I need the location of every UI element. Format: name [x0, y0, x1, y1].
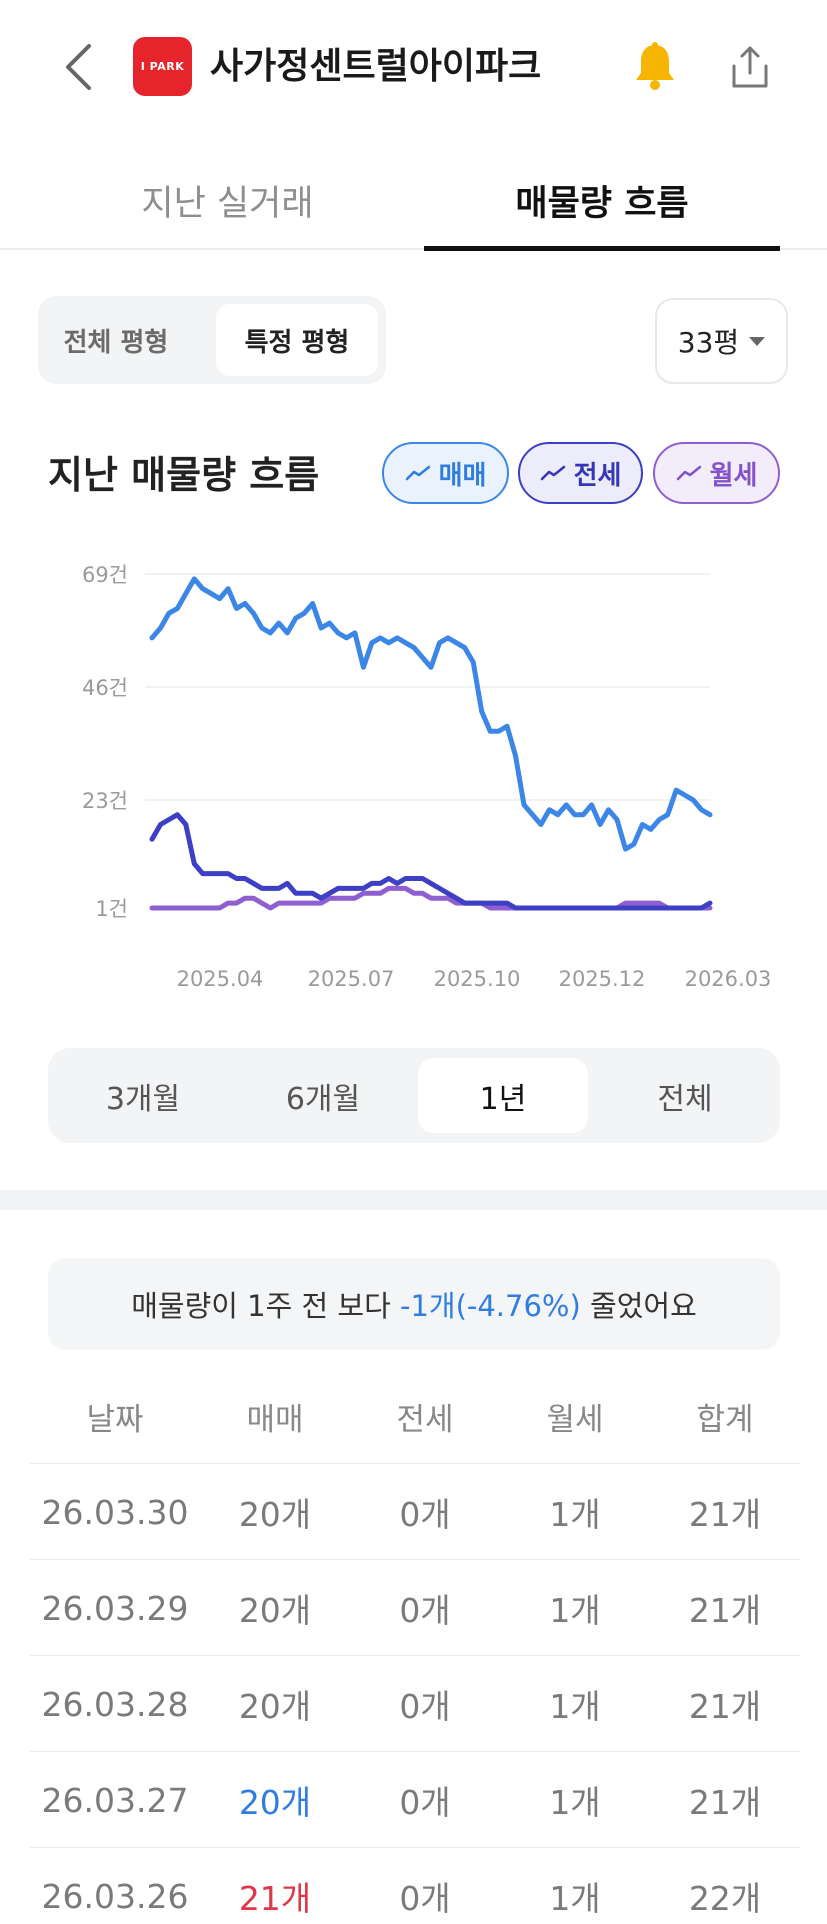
- row-wolse: 1개: [549, 1879, 601, 1918]
- row-jeonse: 0개: [399, 1495, 451, 1534]
- row-jeonse: 0개: [399, 1591, 451, 1630]
- row-wolse: 1개: [549, 1591, 601, 1630]
- row-wolse: 1개: [549, 1783, 601, 1822]
- row-total: 22개: [688, 1879, 762, 1918]
- y-tick-label: 1건: [95, 897, 128, 921]
- header-date: 날짜: [86, 1401, 144, 1438]
- series-line-jeonse: [149, 812, 713, 911]
- y-tick-label: 46건: [82, 676, 128, 700]
- share-button[interactable]: [725, 40, 775, 94]
- back-button[interactable]: [58, 40, 98, 94]
- legend-toggle-jeonse[interactable]: 전세: [518, 442, 643, 504]
- header-jeonse: 전세: [396, 1401, 454, 1438]
- x-tick-label: 2025.10: [434, 967, 521, 991]
- share-icon: [732, 46, 768, 88]
- row-total: 21개: [688, 1495, 762, 1534]
- notice-highlight: -1개(-4.76%): [399, 1289, 581, 1323]
- page-title: 사가정센트럴아이파크: [210, 46, 542, 87]
- row-date: 26.03.30: [41, 1492, 189, 1532]
- tab-listing-flow[interactable]: 매물량 흐름: [515, 183, 689, 224]
- period-selector: 3개월 6개월 1년 전체: [48, 1048, 780, 1143]
- active-tab-indicator: [424, 246, 780, 251]
- main-tabs: 지난 실거래 매물량 흐름: [0, 150, 827, 251]
- row-date: 26.03.28: [41, 1684, 189, 1724]
- table-row: 26.03.27 20개 0개 1개 21개: [30, 1752, 800, 1848]
- notification-button[interactable]: [630, 40, 680, 94]
- period-6m[interactable]: 6개월: [285, 1081, 361, 1117]
- row-date: 26.03.26: [41, 1876, 189, 1916]
- row-wolse: 1개: [549, 1495, 601, 1534]
- table-row: 26.03.30 20개 0개 1개 21개: [30, 1464, 800, 1560]
- x-tick-label: 2025.07: [308, 967, 395, 991]
- row-date: 26.03.27: [41, 1780, 189, 1820]
- table-header: 날짜 매매 전세 월세 합계: [30, 1368, 800, 1464]
- row-jeonse: 0개: [399, 1687, 451, 1726]
- row-total: 21개: [688, 1591, 762, 1630]
- period-3m[interactable]: 3개월: [105, 1081, 181, 1117]
- row-jeonse: 0개: [399, 1879, 451, 1918]
- size-filter-all[interactable]: 전체 평형: [63, 327, 169, 358]
- period-all[interactable]: 전체: [657, 1081, 713, 1117]
- row-sale: 20개: [238, 1495, 312, 1534]
- row-sale: 20개: [238, 1783, 312, 1822]
- series-line-sale: [149, 576, 713, 852]
- trend-line-icon: [540, 465, 565, 481]
- section-title: 지난 매물량 흐름: [48, 453, 320, 497]
- app-header: I PARK 사가정센트럴아이파크: [0, 0, 827, 135]
- legend-toggle-sale[interactable]: 매매: [382, 442, 509, 504]
- caret-down-icon: [749, 336, 766, 346]
- period-1y[interactable]: 1년: [418, 1058, 588, 1133]
- y-tick-label: 23건: [82, 789, 128, 813]
- trend-line-icon: [676, 465, 701, 481]
- legend-label-wolse: 월세: [709, 460, 758, 491]
- notice-suffix: 줄었어요: [580, 1289, 697, 1323]
- row-jeonse: 0개: [399, 1783, 451, 1822]
- size-filter-specific[interactable]: 특정 평형: [216, 304, 378, 376]
- tab-past-transactions[interactable]: 지난 실거래: [141, 183, 314, 224]
- row-total: 21개: [688, 1783, 762, 1822]
- legend-label-jeonse: 전세: [573, 460, 622, 491]
- table-row: 26.03.28 20개 0개 1개 21개: [30, 1656, 800, 1752]
- logo-text: I PARK: [140, 60, 185, 73]
- table-row: 26.03.29 20개 0개 1개 21개: [30, 1560, 800, 1656]
- header-wolse: 월세: [546, 1401, 604, 1438]
- listing-volume-chart: 69건 46건 23건 1건 2025.04 2025.07 2025.10 2025.12 2…: [82, 563, 772, 991]
- x-tick-label: 2026.03: [685, 967, 772, 991]
- row-date: 26.03.29: [41, 1588, 189, 1628]
- header-total: 합계: [696, 1401, 754, 1438]
- chevron-left-icon: [66, 44, 91, 90]
- row-total: 21개: [688, 1687, 762, 1726]
- size-dropdown[interactable]: 33평: [655, 298, 788, 384]
- bell-icon: [636, 42, 674, 90]
- trend-line-icon: [405, 465, 430, 481]
- table-row: 26.03.26 21개 0개 1개 22개: [30, 1848, 800, 1924]
- row-sale: 21개: [238, 1879, 312, 1918]
- section-divider: [0, 1190, 827, 1210]
- legend-toggle-wolse[interactable]: 월세: [653, 442, 780, 504]
- row-wolse: 1개: [549, 1687, 601, 1726]
- x-tick-label: 2025.12: [559, 967, 646, 991]
- apartment-logo: I PARK: [133, 37, 192, 96]
- size-filter-segment: 전체 평형 특정 평형: [38, 296, 386, 384]
- y-tick-label: 69건: [82, 563, 128, 587]
- series-line-wolse: [149, 885, 713, 911]
- x-tick-label: 2025.04: [177, 967, 264, 991]
- change-notice: 매물량이 1주 전 보다 -1개(-4.76%) 줄었어요: [48, 1258, 780, 1350]
- notice-prefix: 매물량이 1주 전 보다: [131, 1289, 400, 1323]
- size-dropdown-value: 33평: [677, 326, 740, 359]
- row-sale: 20개: [238, 1687, 312, 1726]
- row-sale: 20개: [238, 1591, 312, 1630]
- legend-label-sale: 매매: [438, 460, 487, 491]
- header-sale: 매매: [246, 1401, 304, 1438]
- listing-table: 날짜 매매 전세 월세 합계 26.03.30 20개 0개 1개 21개 26…: [30, 1368, 800, 1924]
